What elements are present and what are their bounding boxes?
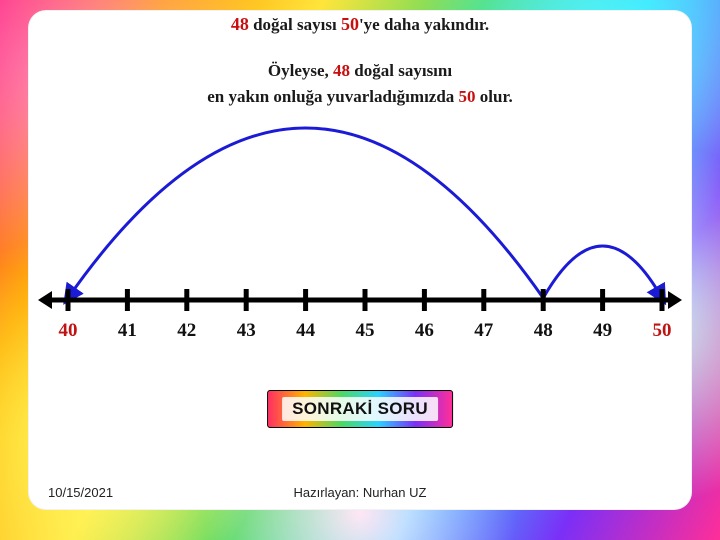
next-question-label: SONRAKİ SORU (282, 397, 438, 421)
number-48-b: 48 (333, 61, 350, 80)
number-line-tick-label: 48 (523, 320, 563, 342)
number-line-tick-label: 50 (642, 320, 682, 342)
statement-1a: doğal sayısı (249, 15, 341, 34)
jump-arcs (38, 115, 682, 300)
next-question-button[interactable]: SONRAKİ SORU (267, 390, 453, 428)
number-48: 48 (231, 14, 249, 34)
number-line-tick-label: 45 (345, 320, 385, 342)
number-50: 50 (341, 14, 359, 34)
number-line-tick-label: 43 (226, 320, 266, 342)
number-line-labels: 40 41 42 43 44 45 46 47 48 49 50 (38, 320, 682, 350)
statement-2a-pre: Öyleyse, (268, 61, 333, 80)
number-line-axis (38, 280, 682, 320)
statement-2a-post: doğal sayısını (350, 61, 452, 80)
number-50-b: 50 (459, 87, 476, 106)
statement-line-2: Öyleyse, 48 doğal sayısını en yakın onlu… (28, 58, 692, 111)
footer-date: 10/15/2021 (48, 485, 113, 500)
whiteboard: 48 doğal sayısı 50'ye daha yakındır. Öyl… (28, 10, 692, 510)
number-line-tick-label: 41 (107, 320, 147, 342)
statement-2b-pre: en yakın onluğa yuvarladığımızda (207, 87, 458, 106)
statement-line-1: 48 doğal sayısı 50'ye daha yakındır. (28, 14, 692, 35)
number-line-tick-label: 46 (404, 320, 444, 342)
slide-frame: 48 doğal sayısı 50'ye daha yakındır. Öyl… (0, 0, 720, 540)
statement-1b: 'ye daha yakındır. (359, 15, 489, 34)
number-line: 40 41 42 43 44 45 46 47 48 49 50 (38, 280, 682, 370)
number-line-tick-label: 40 (48, 320, 88, 342)
number-line-tick-label: 49 (583, 320, 623, 342)
number-line-tick-label: 44 (286, 320, 326, 342)
footer-author: Hazırlayan: Nurhan UZ (294, 485, 427, 500)
number-line-tick-label: 47 (464, 320, 504, 342)
number-line-tick-label: 42 (167, 320, 207, 342)
statement-2b-post: olur. (476, 87, 513, 106)
